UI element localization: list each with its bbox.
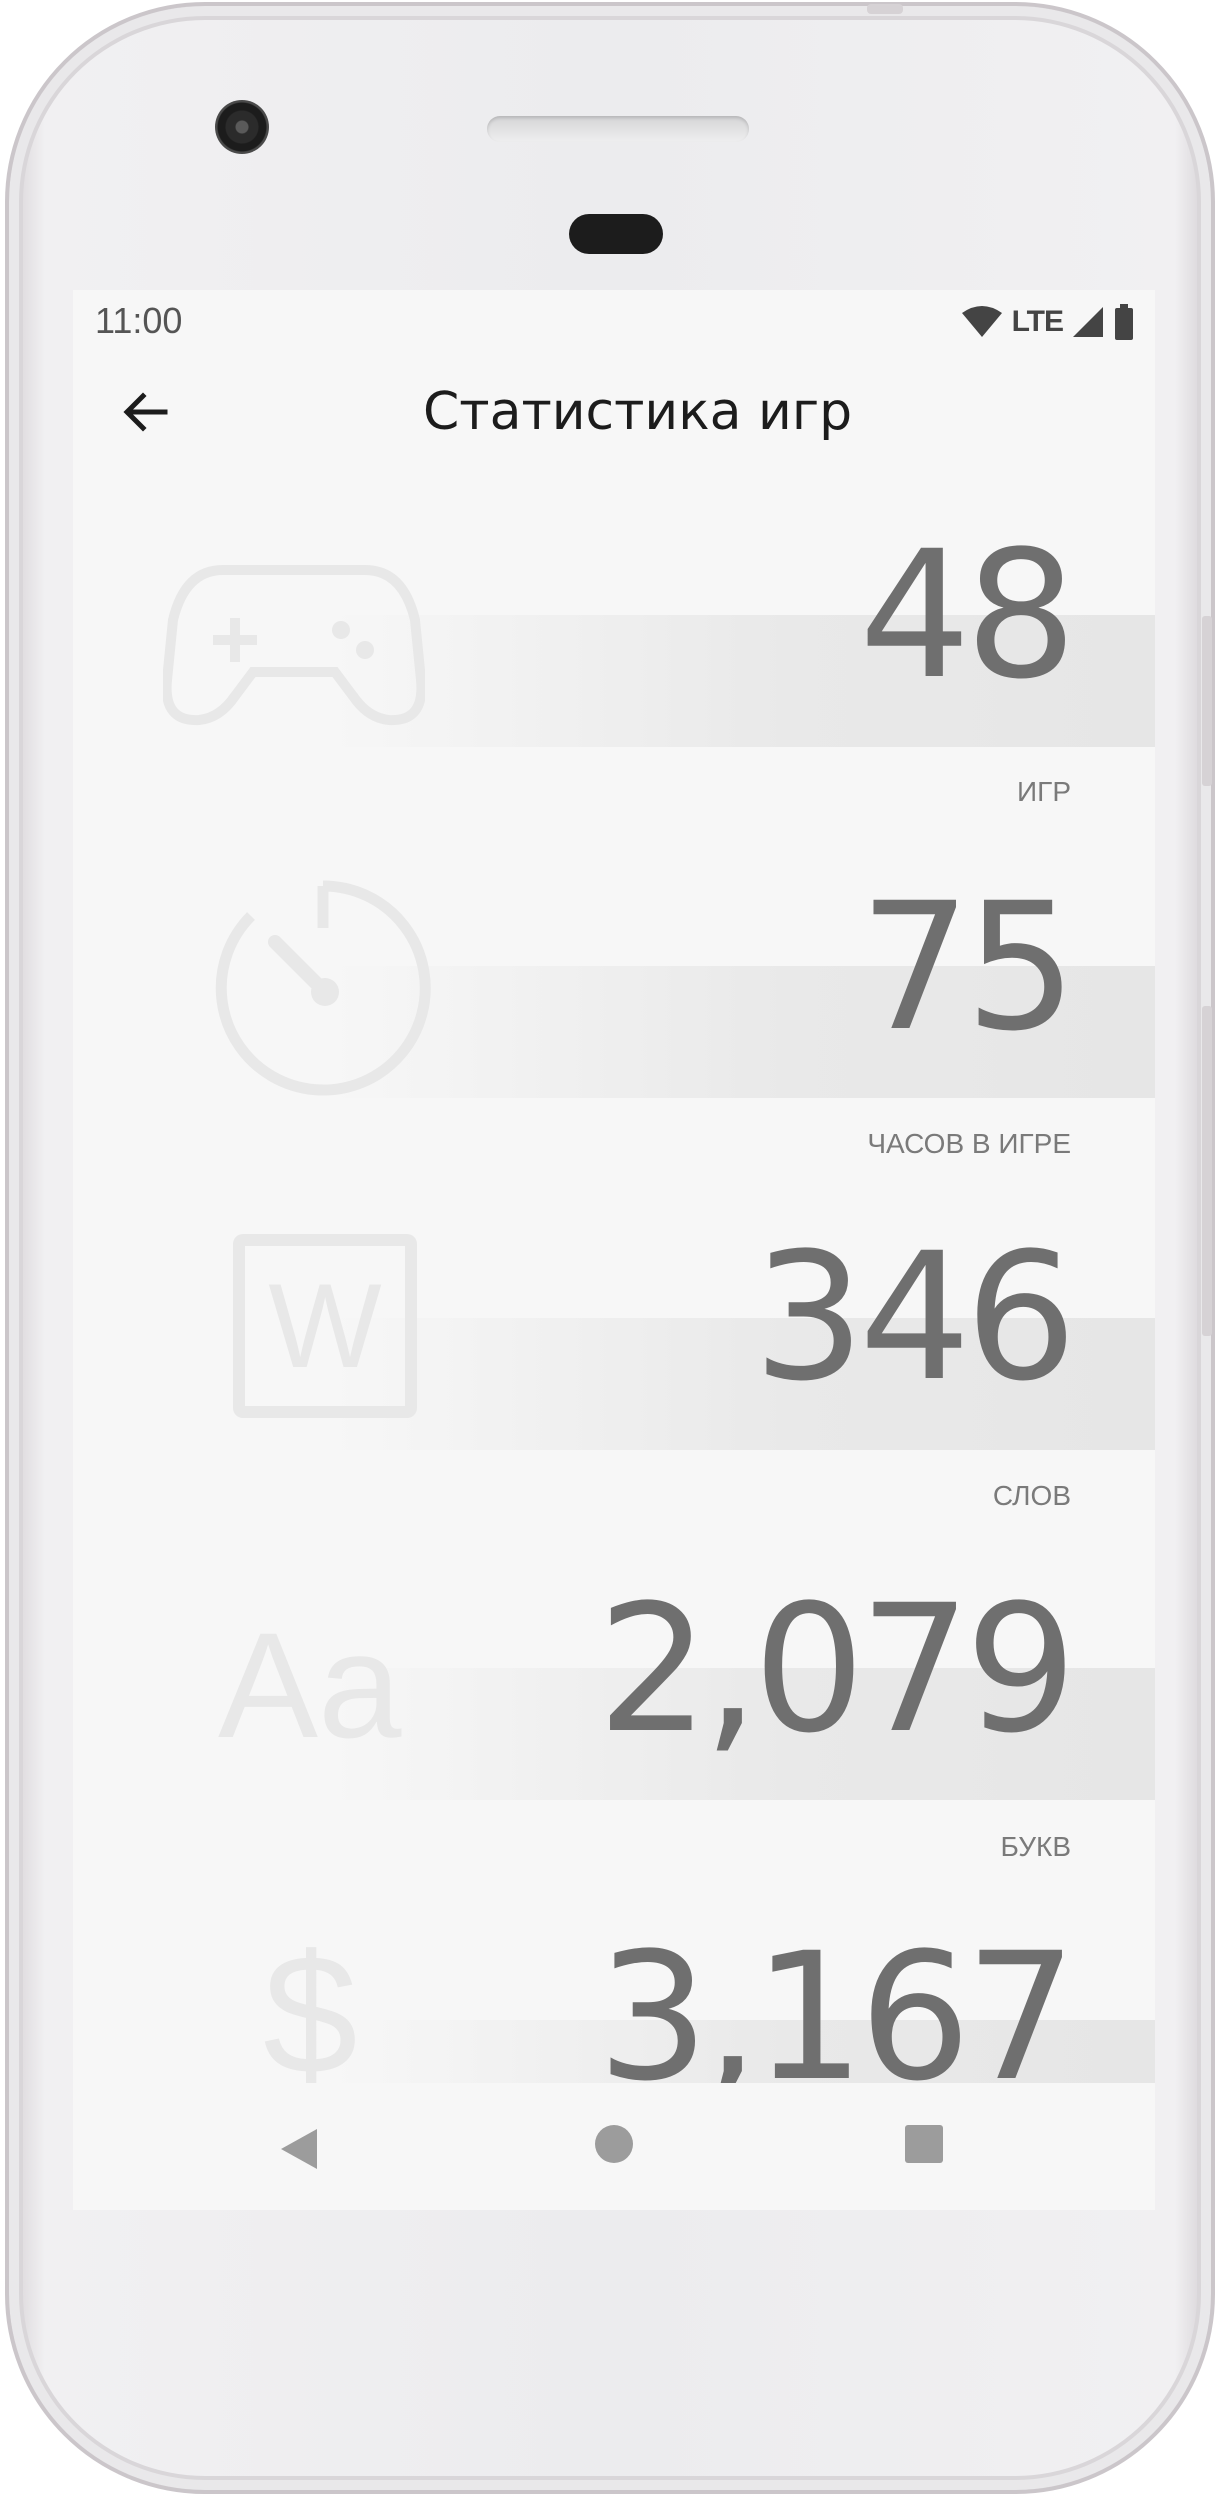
stat-label-words: СЛОВ xyxy=(992,1480,1071,1511)
front-camera xyxy=(215,100,269,154)
stat-label-hours: ЧАСОВ В ИГРЕ xyxy=(867,1128,1071,1159)
proximity-sensor xyxy=(569,214,663,254)
navigation-bar xyxy=(73,2083,1155,2210)
wifi-icon xyxy=(961,306,1002,337)
phone-top-nub xyxy=(867,4,903,14)
word-icon: W xyxy=(233,1234,417,1418)
power-button xyxy=(1202,616,1212,786)
status-time: 11:00 xyxy=(95,300,183,341)
stat-band-games xyxy=(333,615,1155,747)
stat-band-hours xyxy=(333,966,1155,1098)
stat-band-words xyxy=(333,1318,1155,1450)
app-bar: Статистика игр xyxy=(73,354,1155,466)
page-title: Статистика игр xyxy=(423,382,853,442)
stat-label-letters: БУКВ xyxy=(1000,1831,1071,1862)
screen: 11:00 LTE Статистика xyxy=(73,290,1155,2210)
earpiece-speaker xyxy=(487,116,749,142)
nav-recents-icon[interactable] xyxy=(905,2125,943,2163)
arrow-left-icon xyxy=(123,392,168,432)
status-icons: LTE xyxy=(960,304,1135,340)
signal-icon xyxy=(1073,307,1103,337)
stat-value-games: 48 xyxy=(859,513,1077,718)
back-button[interactable] xyxy=(117,384,173,440)
stat-value-words: 346 xyxy=(753,1215,1077,1420)
battery-icon xyxy=(1115,304,1133,340)
stat-band-letters xyxy=(333,1668,1155,1800)
nav-back-icon[interactable] xyxy=(279,2127,319,2171)
nav-home-icon[interactable] xyxy=(595,2125,633,2163)
stat-value-hours: 75 xyxy=(859,865,1077,1070)
dollar-icon: $ xyxy=(263,1920,358,2110)
stat-label-games: ИГР xyxy=(1017,776,1071,807)
status-bar: 11:00 LTE xyxy=(73,290,1155,354)
timer-icon xyxy=(215,880,431,1096)
phone-frame: 11:00 LTE Статистика xyxy=(5,2,1215,2494)
volume-button xyxy=(1202,1006,1212,1336)
stat-value-money: 3,167 xyxy=(597,1915,1077,2120)
letters-icon: Aa xyxy=(218,1601,402,1769)
word-icon-glyph: W xyxy=(268,1259,382,1393)
stat-value-letters: 2,079 xyxy=(597,1567,1077,1772)
network-type: LTE xyxy=(1011,305,1064,338)
gamepad-icon xyxy=(163,565,425,726)
